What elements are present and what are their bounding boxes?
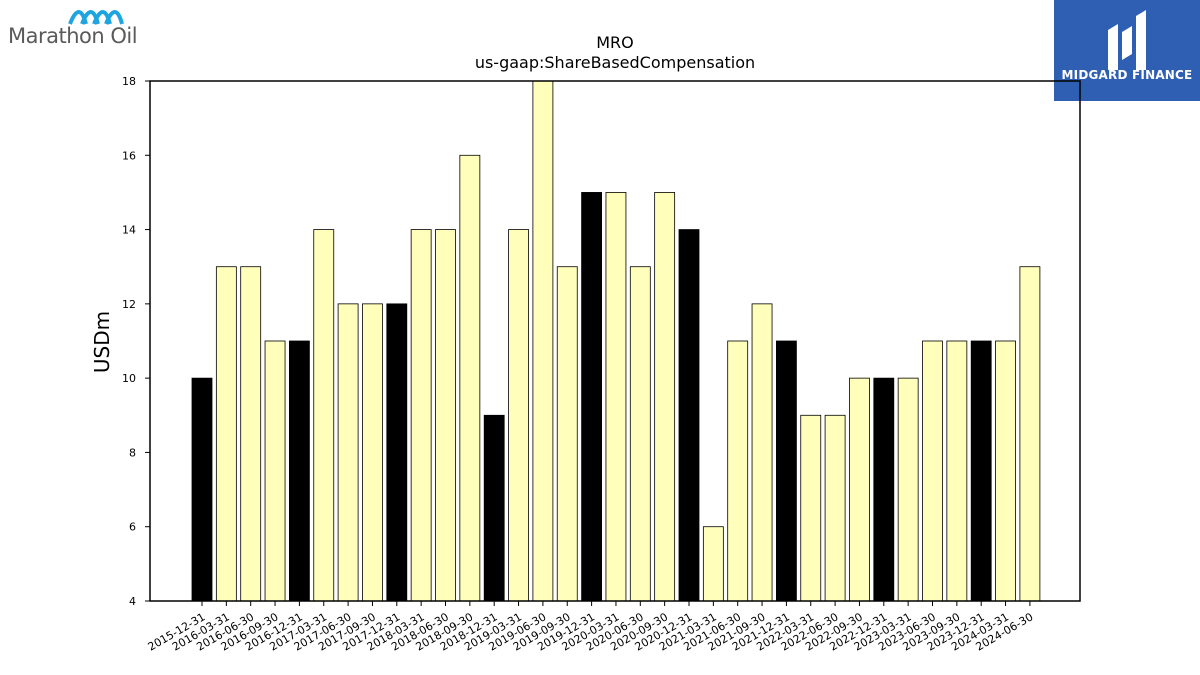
bars-group	[191, 80, 1041, 602]
bar-2022-03-31	[800, 414, 822, 602]
bar-2023-12-31	[970, 340, 992, 602]
bar-2024-03-31	[995, 340, 1016, 602]
bar-2018-12-31	[483, 414, 505, 602]
y-ticks-group: 4 6 8 10 12 14 16 18	[122, 75, 150, 608]
bar-2016-09-30	[264, 340, 286, 602]
y-tick-label: 6	[129, 521, 136, 534]
y-tick-label: 12	[122, 298, 136, 311]
bar-2018-06-30	[435, 229, 456, 602]
bar-2021-06-30	[727, 340, 749, 602]
bar-2020-12-31	[678, 229, 700, 602]
bar-2021-12-31	[776, 340, 797, 602]
midgard-finance-logo: MIDGARD FINANCE	[1054, 0, 1200, 101]
bar-2019-03-31	[508, 229, 529, 602]
y-tick-label: 14	[122, 224, 136, 237]
bar-2022-12-31	[873, 377, 895, 602]
bar-2023-09-30	[946, 340, 968, 602]
bar-2017-12-31	[386, 303, 408, 602]
bar-2016-12-31	[288, 340, 310, 602]
bar-2020-06-30	[629, 266, 651, 602]
bar-2015-12-31	[191, 377, 213, 602]
y-axis-label: USDm	[90, 311, 114, 373]
x-ticks-group: 2015-12-312016-03-312016-06-302016-09-30…	[146, 601, 1035, 654]
marathon-oil-logo: Marathon Oil	[0, 0, 160, 60]
bar-2016-03-31	[215, 266, 237, 602]
y-tick-label: 18	[122, 75, 136, 88]
bar-2017-09-30	[362, 303, 383, 602]
bar-2016-06-30	[240, 266, 262, 602]
midgard-finance-wordmark: MIDGARD FINANCE	[1061, 68, 1193, 82]
bar-2019-06-30	[532, 80, 554, 602]
y-tick-label: 16	[122, 149, 136, 162]
bar-2023-06-30	[922, 340, 943, 602]
bar-2021-09-30	[751, 303, 773, 602]
bar-2018-03-31	[410, 229, 432, 602]
marathon-wave-icon	[68, 10, 124, 25]
y-tick-label: 10	[122, 372, 136, 385]
y-tick-label: 4	[129, 595, 136, 608]
bar-2019-12-31	[581, 192, 602, 602]
plot-frame	[149, 80, 1081, 602]
chart-title: MRO	[596, 33, 634, 52]
bar-2022-06-30	[824, 414, 846, 602]
bar-2017-03-31	[313, 229, 335, 602]
bar-2023-03-31	[897, 377, 919, 602]
bar-2022-09-30	[849, 377, 870, 602]
marathon-oil-wordmark: Marathon Oil	[8, 24, 138, 48]
bar-2017-06-30	[337, 303, 359, 602]
bar-2019-09-30	[556, 266, 578, 602]
bar-2024-06-30	[1019, 266, 1041, 602]
y-tick-label: 8	[129, 446, 136, 459]
midgard-mark-icon	[1108, 10, 1146, 70]
chart-subtitle: us-gaap:ShareBasedCompensation	[475, 53, 755, 72]
bar-2018-09-30	[459, 154, 481, 602]
bar-2020-09-30	[654, 192, 676, 602]
bar-2020-03-31	[605, 192, 627, 602]
bar-2021-03-31	[702, 526, 724, 602]
